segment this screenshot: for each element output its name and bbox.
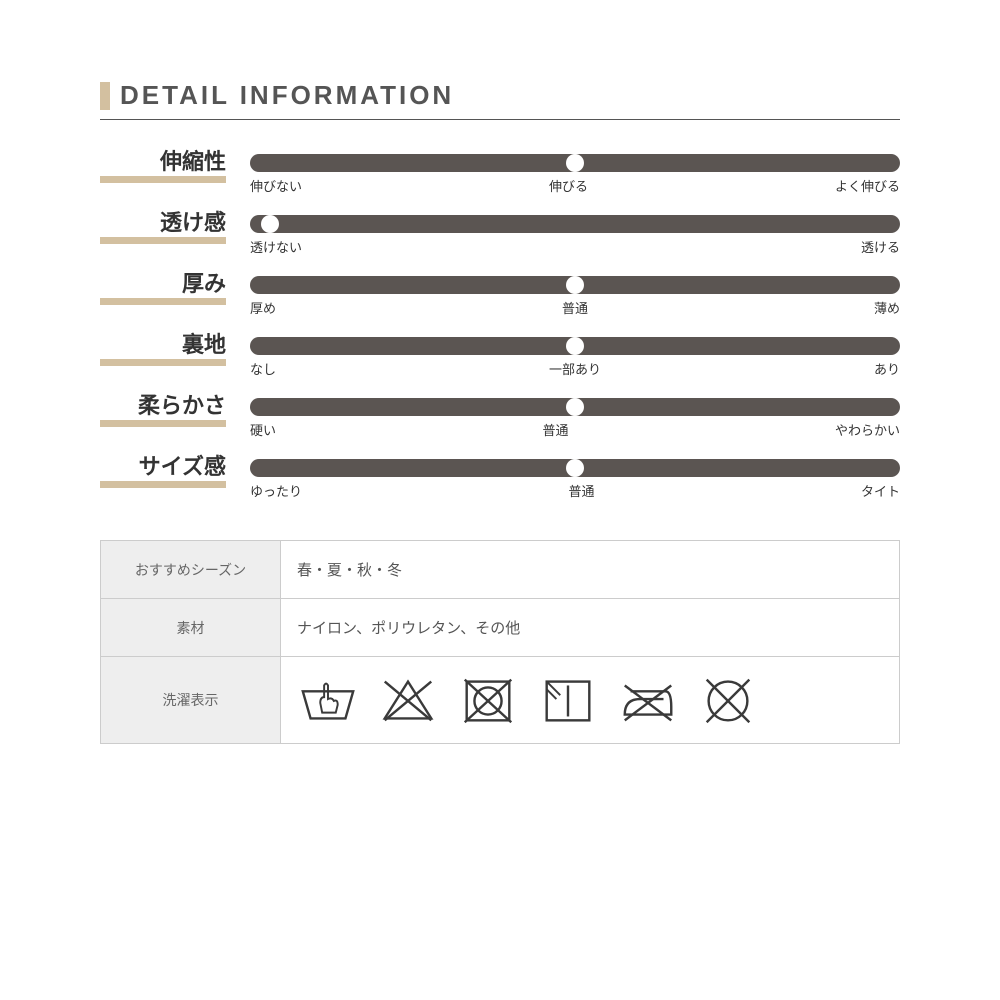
section-title-row: DETAIL INFORMATION — [100, 80, 900, 111]
slider-track — [250, 337, 900, 355]
row-label: おすすめシーズン — [101, 541, 281, 599]
title-underline — [100, 119, 900, 120]
slider-label-mid — [581, 237, 582, 256]
slider-labels: 透けない 透ける — [250, 237, 900, 256]
attribute-name: 柔らかさ — [100, 394, 226, 418]
section-title: DETAIL INFORMATION — [120, 80, 454, 111]
attribute-underline — [100, 176, 226, 183]
slider-block: 硬い 普通 やわらかい — [230, 394, 900, 439]
attribute-label-block: サイズ感 — [100, 455, 230, 488]
slider-knob — [566, 337, 584, 355]
detail-information-panel: DETAIL INFORMATION 伸縮性伸びない 伸びる よく伸びる透け感透けな… — [0, 0, 1000, 784]
slider-label-left: ゆったり — [250, 481, 302, 500]
attribute-row: 透け感透けない 透ける — [100, 211, 900, 256]
care-icons-cell — [281, 657, 900, 744]
slider-label-mid: 一部あり — [549, 359, 601, 378]
slider-label-left: 厚め — [250, 298, 276, 317]
slider-block: 伸びない 伸びる よく伸びる — [230, 150, 900, 195]
slider-knob — [566, 398, 584, 416]
attribute-underline — [100, 298, 226, 305]
attribute-label-block: 透け感 — [100, 211, 230, 244]
row-label: 洗濯表示 — [101, 657, 281, 744]
row-value: ナイロン、ポリウレタン、その他 — [281, 599, 900, 657]
slider-labels: なし 一部あり あり — [250, 359, 900, 378]
slider-track — [250, 398, 900, 416]
slider-track — [250, 215, 900, 233]
info-table: おすすめシーズン春・夏・秋・冬素材ナイロン、ポリウレタン、その他洗濯表示 — [100, 540, 900, 744]
slider-label-right: 透ける — [861, 237, 900, 256]
attribute-row: 柔らかさ硬い 普通 やわらかい — [100, 394, 900, 439]
row-label: 素材 — [101, 599, 281, 657]
slider-label-right: やわらかい — [835, 420, 900, 439]
attribute-underline — [100, 420, 226, 427]
no-tumble-dry-icon — [457, 671, 519, 729]
attribute-underline — [100, 481, 226, 488]
slider-label-mid: 普通 — [562, 298, 588, 317]
attribute-row: 厚み厚め 普通 薄め — [100, 272, 900, 317]
table-row: おすすめシーズン春・夏・秋・冬 — [101, 541, 900, 599]
slider-track — [250, 276, 900, 294]
slider-label-right: あり — [874, 359, 900, 378]
attribute-row: 裏地なし 一部あり あり — [100, 333, 900, 378]
attribute-row: 伸縮性伸びない 伸びる よく伸びる — [100, 150, 900, 195]
slider-label-mid: 伸びる — [549, 176, 588, 195]
attribute-name: 裏地 — [100, 333, 226, 357]
attribute-underline — [100, 359, 226, 366]
slider-block: 厚め 普通 薄め — [230, 272, 900, 317]
attribute-row: サイズ感ゆったり 普通 タイト — [100, 455, 900, 500]
slider-label-mid: 普通 — [542, 420, 568, 439]
slider-labels: 硬い 普通 やわらかい — [250, 420, 900, 439]
handwash-icon — [297, 671, 359, 729]
table-row: 洗濯表示 — [101, 657, 900, 744]
slider-block: なし 一部あり あり — [230, 333, 900, 378]
attribute-label-block: 厚み — [100, 272, 230, 305]
slider-label-left: 透けない — [250, 237, 302, 256]
no-iron-icon — [617, 671, 679, 729]
slider-labels: ゆったり 普通 タイト — [250, 481, 900, 500]
attribute-underline — [100, 237, 226, 244]
slider-block: 透けない 透ける — [230, 211, 900, 256]
attribute-label-block: 伸縮性 — [100, 150, 230, 183]
slider-knob — [566, 276, 584, 294]
care-icons — [281, 657, 899, 743]
attribute-label-block: 柔らかさ — [100, 394, 230, 427]
title-accent-bar — [100, 82, 110, 110]
attribute-name: サイズ感 — [100, 455, 226, 479]
slider-knob — [566, 154, 584, 172]
attribute-name: 伸縮性 — [100, 150, 226, 174]
no-dryclean-icon — [697, 671, 759, 729]
slider-label-mid: 普通 — [568, 481, 594, 500]
no-bleach-icon — [377, 671, 439, 729]
attribute-list: 伸縮性伸びない伸びるよく伸びる透け感透けない透ける厚み厚め普通薄め裏地なし一部あ… — [100, 150, 900, 500]
attribute-name: 厚み — [100, 272, 226, 296]
slider-label-left: なし — [250, 359, 276, 378]
table-row: 素材ナイロン、ポリウレタン、その他 — [101, 599, 900, 657]
dry-shade-icon — [537, 671, 599, 729]
slider-labels: 厚め 普通 薄め — [250, 298, 900, 317]
slider-label-right: よく伸びる — [835, 176, 900, 195]
slider-labels: 伸びない 伸びる よく伸びる — [250, 176, 900, 195]
slider-knob — [566, 459, 584, 477]
slider-label-left: 伸びない — [250, 176, 302, 195]
slider-label-right: タイト — [861, 481, 900, 500]
slider-block: ゆったり 普通 タイト — [230, 455, 900, 500]
slider-label-left: 硬い — [250, 420, 276, 439]
row-value: 春・夏・秋・冬 — [281, 541, 900, 599]
slider-track — [250, 459, 900, 477]
slider-knob — [261, 215, 279, 233]
slider-track — [250, 154, 900, 172]
attribute-name: 透け感 — [100, 211, 226, 235]
attribute-label-block: 裏地 — [100, 333, 230, 366]
slider-label-right: 薄め — [874, 298, 900, 317]
